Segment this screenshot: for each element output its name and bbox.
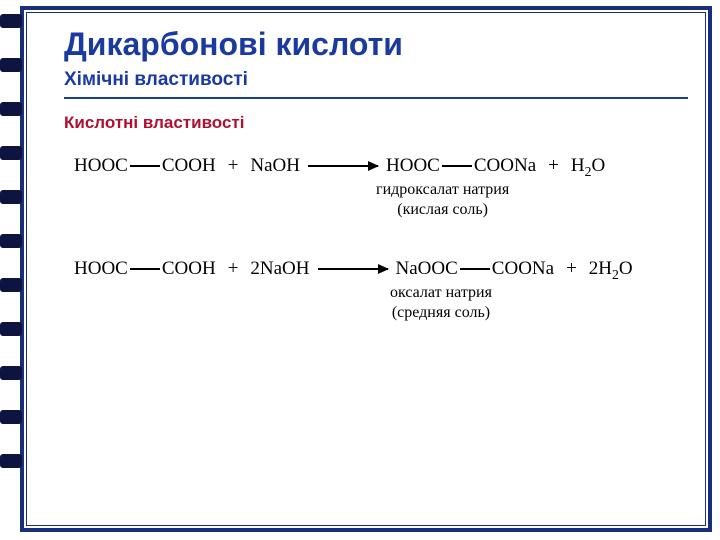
- caption-line-2: (средняя соль): [392, 304, 490, 321]
- product-salt: NaOOC COONa: [396, 258, 555, 280]
- binding-notch: [0, 234, 22, 248]
- plus-sign: +: [228, 155, 239, 177]
- page-subtitle: Хімічні властивості: [64, 69, 678, 97]
- bond-line: [460, 268, 490, 270]
- plus-sign: +: [566, 258, 577, 280]
- reaction-arrow: [318, 268, 388, 270]
- chem-text: HOOC: [386, 155, 440, 177]
- product-salt: HOOC COONa: [386, 155, 536, 177]
- slide-outer-frame: Дикарбонові кислоти Хімічні властивості …: [20, 6, 712, 532]
- chem-text: COONa: [474, 155, 536, 177]
- binding-notch: [0, 366, 22, 380]
- chem-text: COOH: [162, 155, 216, 177]
- binding-notch: [0, 190, 22, 204]
- reaction-1: HOOC COOH + NaOH HOOC COONa + H2O: [74, 155, 688, 220]
- chem-text: COONa: [492, 258, 554, 280]
- bond-line: [442, 165, 472, 167]
- reactant-acid: HOOC COOH: [74, 155, 216, 177]
- reaction-1-equation: HOOC COOH + NaOH HOOC COONa + H2O: [74, 155, 688, 177]
- plus-sign: +: [228, 258, 239, 280]
- bond-line: [130, 268, 160, 270]
- section-heading: Кислотні властивості: [64, 113, 688, 133]
- caption-line-1: оксалат натрия: [390, 284, 492, 301]
- caption-line-2: (кислая соль): [397, 201, 488, 218]
- binding-notch: [0, 278, 22, 292]
- binding-notch: [0, 102, 22, 116]
- binding-notch: [0, 454, 22, 468]
- reactions-area: HOOC COOH + NaOH HOOC COONa + H2O: [64, 155, 688, 323]
- reagent: NaOH: [250, 155, 300, 177]
- reaction-2-caption-wrap: оксалат натрия (средняя соль): [74, 280, 688, 323]
- reaction-2-equation: HOOC COOH + 2NaOH NaOOC COONa + 2H2O: [74, 258, 688, 280]
- chem-text: HOOC: [74, 258, 128, 280]
- reagent: 2NaOH: [250, 258, 309, 280]
- title-block: Дикарбонові кислоти Хімічні властивості: [64, 26, 688, 99]
- spiral-binding: [0, 14, 22, 468]
- plus-sign: +: [548, 155, 559, 177]
- chem-text: NaOOC: [396, 258, 458, 280]
- binding-notch: [0, 58, 22, 72]
- slide-content: Дикарбонові кислоти Хімічні властивості …: [64, 26, 688, 518]
- chem-text: HOOC: [74, 155, 128, 177]
- chem-text: COOH: [162, 258, 216, 280]
- binding-notch: [0, 322, 22, 336]
- byproduct: H2O: [571, 155, 605, 177]
- binding-notch: [0, 410, 22, 424]
- binding-notch: [0, 146, 22, 160]
- page-title: Дикарбонові кислоти: [64, 26, 678, 63]
- binding-notch: [0, 14, 22, 28]
- reaction-arrow: [308, 165, 378, 167]
- product-caption: гидроксалат натрия (кислая соль): [376, 180, 509, 220]
- reaction-2: HOOC COOH + 2NaOH NaOOC COONa + 2H2O: [74, 258, 688, 323]
- byproduct: 2H2O: [589, 258, 633, 280]
- reaction-1-caption-wrap: гидроксалат натрия (кислая соль): [74, 177, 688, 220]
- bond-line: [130, 165, 160, 167]
- product-caption: оксалат натрия (средняя соль): [390, 283, 492, 323]
- caption-line-1: гидроксалат натрия: [376, 181, 509, 198]
- reactant-acid: HOOC COOH: [74, 258, 216, 280]
